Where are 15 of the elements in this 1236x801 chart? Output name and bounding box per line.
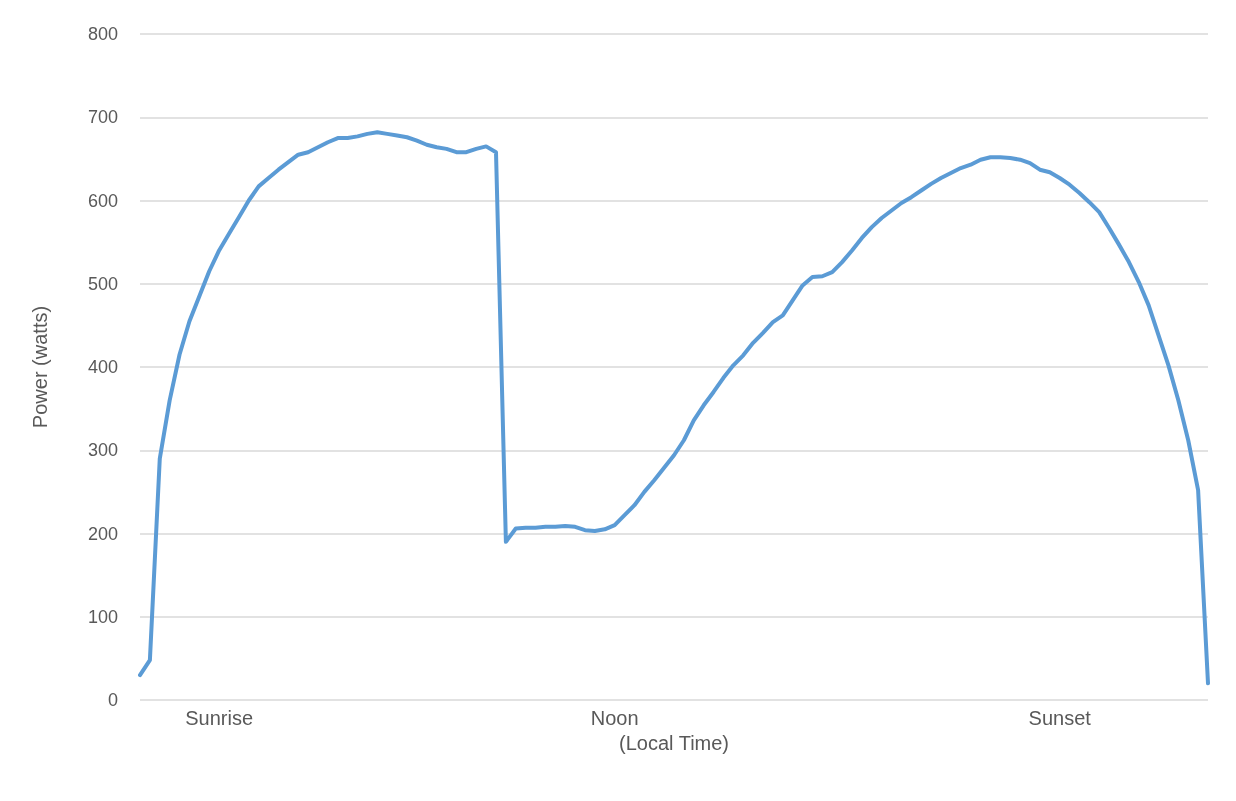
y-tick-label: 600 [87, 190, 118, 211]
y-tick-label: 200 [87, 523, 118, 544]
x-tick-label: Noon [590, 707, 639, 729]
x-axis-title: (Local Time) [618, 732, 730, 754]
x-tick-label: Sunrise [185, 707, 254, 729]
y-tick-label: 500 [87, 273, 118, 294]
y-tick-label: 300 [87, 440, 118, 461]
y-tick-label: 100 [87, 606, 118, 627]
y-axis-title: Power (watts) [29, 305, 51, 429]
y-tick-label: 700 [87, 107, 118, 128]
y-tick-label: 400 [87, 357, 118, 377]
y-tick-label: 800 [87, 24, 118, 44]
x-tick-label: Sunset [1028, 707, 1092, 729]
y-tick-label: 0 [107, 690, 118, 710]
line-series [138, 130, 1210, 686]
